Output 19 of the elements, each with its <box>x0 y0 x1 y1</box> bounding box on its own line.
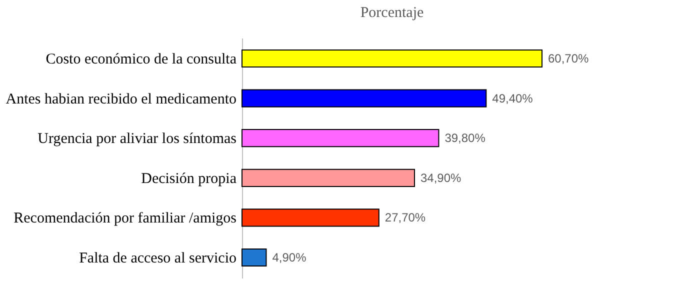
data-label: 39,80% <box>444 131 486 146</box>
y-tick-label: Urgencia por aliviar los síntomas <box>38 131 237 148</box>
data-label: 34,90% <box>420 170 462 185</box>
y-tick-label: Decisión propia <box>141 170 237 187</box>
bar <box>242 168 415 187</box>
y-tick-label: Costo económico de la consulta <box>46 52 237 68</box>
y-tick-label: Falta de acceso al servicio <box>79 250 236 267</box>
data-label: 49,40% <box>492 91 534 106</box>
bar <box>242 129 440 148</box>
data-label: 27,70% <box>384 210 426 225</box>
data-label: 60,70% <box>548 52 590 66</box>
bar <box>242 248 267 267</box>
bar <box>242 49 542 68</box>
y-tick-label: Antes habian recibido el medicamento <box>6 91 236 108</box>
chart-title: Porcentaje <box>360 5 424 21</box>
bar <box>242 89 487 108</box>
y-tick-label: Recomendación por familiar /amigos <box>14 210 237 227</box>
data-label: 4,90% <box>272 250 307 265</box>
bar <box>242 208 380 227</box>
